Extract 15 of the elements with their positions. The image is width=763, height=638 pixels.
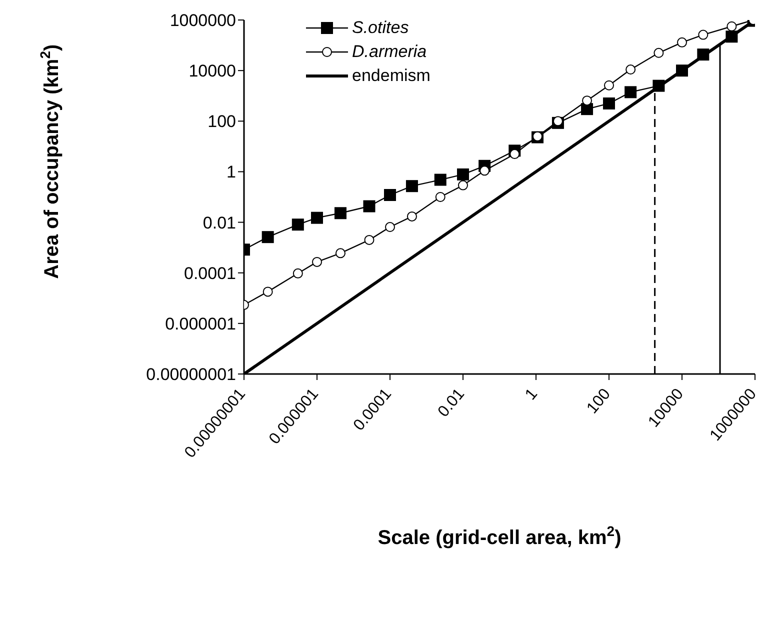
y-tick-label: 1 bbox=[226, 162, 236, 182]
y-tick-label: 0.0001 bbox=[184, 264, 236, 283]
x-tick-label: 1 bbox=[522, 386, 542, 404]
x-tick-label: 0.01 bbox=[435, 386, 468, 420]
legend-label: endemism bbox=[352, 66, 430, 86]
y-tick-label: 0.000001 bbox=[165, 314, 236, 334]
y-tick-label: 10000 bbox=[188, 62, 236, 81]
y-tick-label: 0.01 bbox=[202, 213, 236, 232]
x-axis-title: Scale (grid-cell area, km$^{2}$) bbox=[378, 523, 622, 549]
y-tick-label: 0.00000001 bbox=[146, 365, 236, 384]
legend-label: S.otites bbox=[352, 18, 409, 38]
legend-label: D.armeria bbox=[352, 42, 427, 62]
x-tick-label: 100 bbox=[584, 386, 614, 418]
y-tick-label: 1000000 bbox=[170, 11, 236, 30]
y-tick-label: 100 bbox=[208, 112, 236, 132]
